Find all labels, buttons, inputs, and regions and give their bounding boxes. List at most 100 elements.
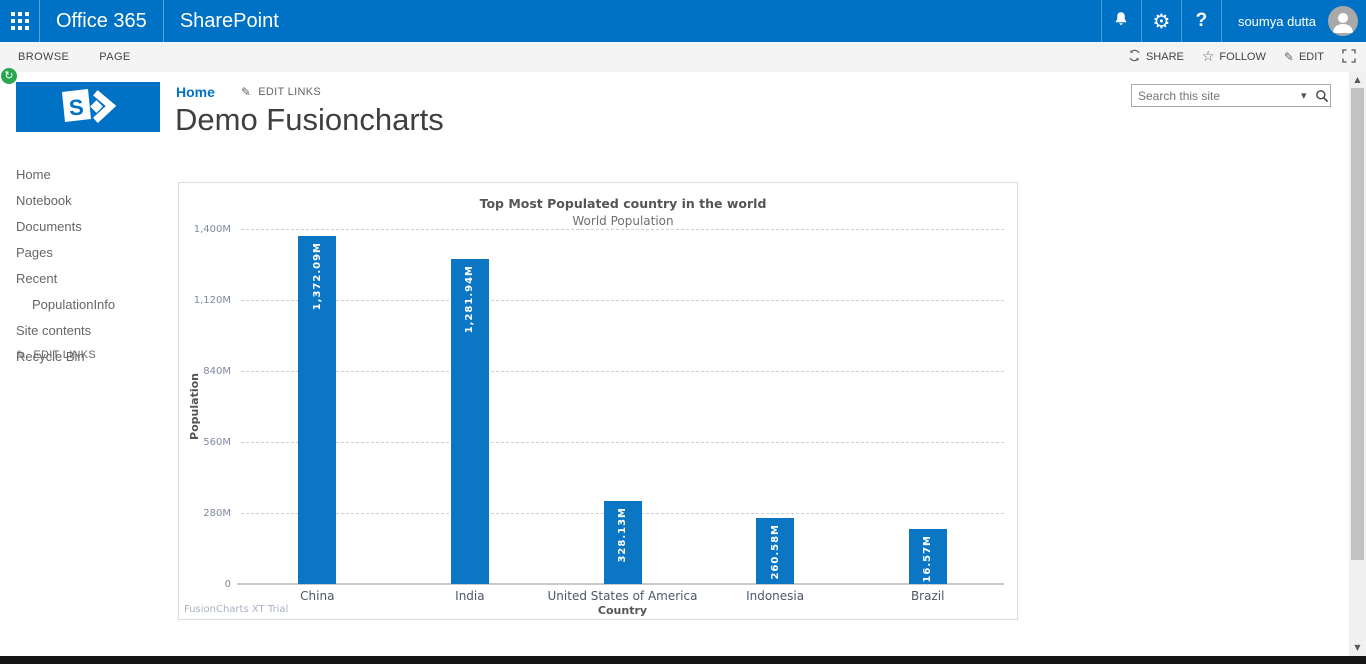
focus-mode-button[interactable] <box>1342 48 1356 66</box>
notifications-button[interactable] <box>1100 0 1141 42</box>
sidebar-item-documents[interactable]: Documents <box>16 219 82 234</box>
ytick-label-840m: 840M <box>203 366 231 377</box>
sidebar-item-pages[interactable]: Pages <box>16 245 53 260</box>
chart-bar-value-indonesia: 260.58M <box>769 523 781 580</box>
scroll-up-arrow-icon[interactable]: ▲ <box>1354 75 1361 84</box>
sidebar-edit-links-label: EDIT LINKS <box>33 349 97 361</box>
chart-subtitle: World Population <box>572 214 674 228</box>
edit-label: EDIT <box>1298 51 1324 63</box>
chart-titles: Top Most Populated country in the world … <box>227 196 1019 228</box>
ytick-label-560m: 560M <box>203 437 231 448</box>
pencil-icon: ✎ <box>1283 50 1294 64</box>
gear-icon: ⚙ <box>1152 9 1171 33</box>
suitebar-divider <box>162 0 164 42</box>
search-scope-dropdown[interactable]: ▾ <box>1301 89 1307 102</box>
ytick-label-280m: 280M <box>203 508 231 519</box>
chart-xaxis-name: Country <box>597 604 648 617</box>
search-button[interactable] <box>1313 89 1335 103</box>
page-title: Demo Fusioncharts <box>175 102 444 137</box>
chart-gridline-1-400m <box>241 229 1004 230</box>
chart-title: Top Most Populated country in the world <box>479 196 767 211</box>
refresh-badge-icon[interactable]: ↻ <box>1 68 17 84</box>
chart-panel: Top Most Populated country in the world … <box>178 182 1018 620</box>
share-label: SHARE <box>1145 51 1184 63</box>
brand-office365[interactable]: Office 365 <box>56 9 147 32</box>
chart-category-china: China <box>300 589 335 603</box>
star-icon: ☆ <box>1201 49 1215 65</box>
chart-gridline-840m <box>241 371 1004 372</box>
sidebar-item-populationinfo[interactable]: PopulationInfo <box>32 297 116 312</box>
waffle-icon <box>10 12 29 30</box>
chart-bar-value-united-states-of-america: 328.13M <box>617 506 628 563</box>
magnifier-icon <box>1315 89 1328 102</box>
chart-gridline-1-120m <box>241 300 1004 301</box>
tab-page[interactable]: PAGE <box>99 51 131 63</box>
share-button[interactable]: SHARE <box>1128 49 1184 65</box>
help-button[interactable]: ? <box>1180 0 1221 42</box>
chart-category-brazil: Brazil <box>910 589 945 603</box>
scroll-down-arrow-icon[interactable]: ▼ <box>1354 643 1361 652</box>
chart-bar-value-india: 1,281.94M <box>464 264 476 334</box>
chart-bar-value-china: 1,372.09M <box>311 242 323 311</box>
chart-bar-indonesia[interactable]: 260.58M <box>756 517 795 584</box>
chart-category-india: India <box>455 589 485 603</box>
chart-bar-india[interactable]: 1,281.94M <box>450 258 489 584</box>
sidebar-edit-links-button[interactable]: ✎ EDIT LINKS <box>16 348 96 362</box>
suitebar-spacer <box>295 0 1101 42</box>
site-logo[interactable]: S <box>16 82 160 132</box>
breadcrumb-edit-links-button[interactable]: ✎ EDIT LINKS <box>241 85 321 99</box>
scrollbar-thumb[interactable] <box>1351 88 1364 560</box>
chart-bar-china[interactable]: 1,372.09M <box>298 236 337 584</box>
breadcrumb-edit-links-label: EDIT LINKS <box>258 86 321 98</box>
person-icon <box>1333 13 1353 33</box>
ribbon-tabs: BROWSE PAGE <box>0 51 161 63</box>
brand-sharepoint[interactable]: SharePoint <box>179 9 279 32</box>
bottom-bar <box>0 656 1366 664</box>
ytick-label-0: 0 <box>224 579 231 590</box>
focus-icon <box>1342 48 1356 66</box>
breadcrumb: Home ✎ EDIT LINKS <box>176 84 321 100</box>
sidebar-item-recycle-bin[interactable]: Recycle Bin <box>16 349 85 364</box>
sidebar-item-notebook[interactable]: Notebook <box>16 193 72 208</box>
tab-browse[interactable]: BROWSE <box>18 51 70 63</box>
svg-text:S: S <box>68 94 84 120</box>
sidebar-nav: Home Notebook Documents Pages Recent Populati… <box>16 162 166 370</box>
bell-icon <box>1112 10 1130 33</box>
chart-gridline-560m <box>241 442 1004 443</box>
follow-button[interactable]: ☆ FOLLOW <box>1202 49 1266 65</box>
chart-bar-value-brazil: 216.57M <box>922 535 934 591</box>
user-name[interactable]: soumya dutta <box>1220 0 1328 42</box>
ribbon-bar: BROWSE PAGE SHARE ☆ FOLLOW ✎ EDIT <box>0 42 1366 72</box>
chart-category-labels: China India United States of America Indone… <box>241 589 1004 605</box>
chart-bar-united-states-of-america[interactable]: 328.13M <box>603 500 642 584</box>
chart-xaxis-line <box>237 583 1004 585</box>
breadcrumb-home-link[interactable]: Home <box>176 84 215 100</box>
vertical-scrollbar[interactable]: ▲ ▼ <box>1349 72 1366 656</box>
chart-category-indonesia: Indonesia <box>746 589 805 603</box>
ytick-label-1-400m: 1,400M <box>193 224 231 235</box>
share-icon <box>1128 49 1141 65</box>
sharepoint-logo-icon: S <box>62 89 117 123</box>
settings-button[interactable]: ⚙ <box>1140 0 1181 42</box>
chart-yaxis-ticks: 0 280M 560M 840M 1,120M 1,400M <box>179 224 231 590</box>
search-box: ▾ <box>1131 84 1331 107</box>
chart-bar-brazil[interactable]: 216.57M <box>908 529 947 591</box>
sidebar-item-site-contents[interactable]: Site contents <box>16 323 92 338</box>
content-area: ↻ S Home Notebook Documents Pages Recent Popu… <box>0 68 1349 656</box>
follow-label: FOLLOW <box>1219 51 1266 63</box>
pencil-icon: ✎ <box>16 348 27 362</box>
pencil-icon: ✎ <box>240 85 252 99</box>
chart-plot: 1,372.09M 1,281.94M 328.13M 260.58M 216.57M <box>237 229 1004 591</box>
search-input[interactable] <box>1132 88 1299 103</box>
sidebar-item-home[interactable]: Home <box>16 167 51 182</box>
app-launcher-button[interactable] <box>0 0 40 42</box>
chart-watermark: FusionCharts XT Trial <box>184 604 289 615</box>
sidebar-item-recent[interactable]: Recent <box>16 271 58 286</box>
avatar[interactable] <box>1328 6 1358 36</box>
suite-bar: Office 365 SharePoint ⚙ ? soumya dutta <box>0 0 1366 42</box>
edit-button[interactable]: ✎ EDIT <box>1284 50 1324 64</box>
ytick-label-1-120m: 1,120M <box>193 295 231 306</box>
ribbon-right-actions: SHARE ☆ FOLLOW ✎ EDIT <box>1128 42 1356 72</box>
chart-category-united-states-of-america: United States of America <box>547 589 698 603</box>
